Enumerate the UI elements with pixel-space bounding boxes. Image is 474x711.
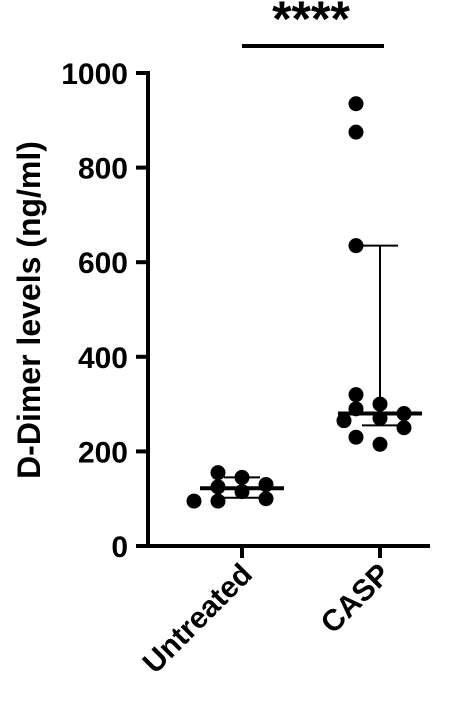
x-tick-label: Untreated xyxy=(137,558,259,680)
data-point xyxy=(336,413,352,429)
data-point xyxy=(348,124,364,140)
x-tick-label: CASP xyxy=(315,558,397,640)
median-iqr-bars xyxy=(200,244,422,499)
y-axis: 0 200 400 600 800 1000 xyxy=(61,58,150,564)
data-point xyxy=(396,420,412,436)
data-point xyxy=(210,465,226,481)
data-point xyxy=(348,387,364,403)
data-points xyxy=(186,96,412,509)
y-tick-label: 1000 xyxy=(61,58,128,91)
data-point xyxy=(348,429,364,445)
x-axis: Untreated CASP xyxy=(137,544,430,680)
data-point xyxy=(258,491,274,507)
y-tick-label: 400 xyxy=(78,342,128,375)
significance-annotation: **** xyxy=(242,0,384,48)
y-tick-label: 0 xyxy=(111,531,128,564)
data-point xyxy=(372,436,388,452)
y-tick-label: 200 xyxy=(78,436,128,469)
significance-label: **** xyxy=(272,0,350,47)
y-tick-label: 600 xyxy=(78,247,128,280)
data-point xyxy=(186,493,202,509)
data-point xyxy=(348,96,364,112)
data-point xyxy=(210,493,226,509)
data-point xyxy=(348,238,364,254)
y-tick-label: 800 xyxy=(78,153,128,186)
y-axis-title: D-Dimer levels (ng/ml) xyxy=(11,141,47,479)
